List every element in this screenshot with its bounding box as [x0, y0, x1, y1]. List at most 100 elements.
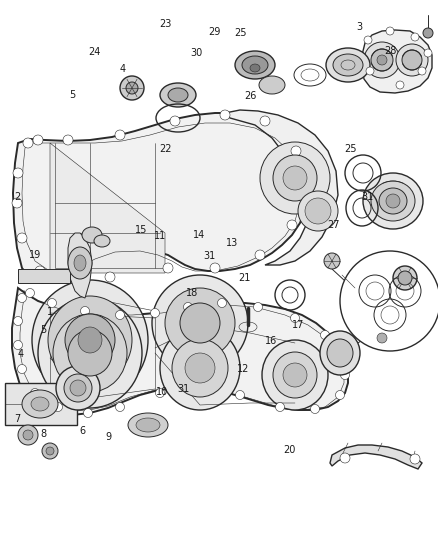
Circle shape: [396, 44, 428, 76]
Circle shape: [364, 42, 400, 78]
Ellipse shape: [53, 314, 127, 392]
Circle shape: [299, 183, 309, 193]
Circle shape: [14, 341, 22, 350]
Circle shape: [398, 271, 412, 285]
Circle shape: [423, 28, 433, 38]
Circle shape: [17, 233, 27, 243]
Circle shape: [163, 263, 173, 273]
Circle shape: [14, 317, 22, 326]
Text: 15: 15: [135, 225, 147, 235]
Ellipse shape: [283, 166, 307, 190]
Circle shape: [18, 425, 38, 445]
Ellipse shape: [259, 76, 285, 94]
Circle shape: [396, 81, 404, 89]
Text: 18: 18: [186, 288, 198, 298]
Circle shape: [63, 135, 73, 145]
Text: 2: 2: [14, 192, 21, 202]
Ellipse shape: [305, 198, 331, 224]
Text: 16: 16: [265, 336, 278, 346]
Circle shape: [255, 250, 265, 260]
Circle shape: [210, 263, 220, 273]
Circle shape: [18, 294, 27, 303]
Circle shape: [377, 333, 387, 343]
Circle shape: [340, 251, 438, 351]
Circle shape: [195, 384, 205, 392]
Circle shape: [291, 146, 301, 156]
Text: 31: 31: [203, 251, 215, 261]
Circle shape: [220, 110, 230, 120]
Ellipse shape: [68, 330, 112, 376]
Ellipse shape: [262, 340, 328, 410]
Circle shape: [254, 303, 262, 311]
Circle shape: [287, 220, 297, 230]
Ellipse shape: [273, 352, 317, 398]
Text: 3: 3: [356, 22, 362, 31]
Circle shape: [116, 311, 124, 319]
Ellipse shape: [363, 173, 423, 229]
Circle shape: [364, 36, 372, 44]
Circle shape: [42, 443, 58, 459]
Text: 8: 8: [41, 430, 47, 439]
Ellipse shape: [64, 374, 92, 402]
Polygon shape: [50, 143, 165, 273]
Ellipse shape: [242, 56, 268, 74]
Text: 17: 17: [292, 320, 304, 330]
Text: 23: 23: [159, 19, 172, 29]
Ellipse shape: [56, 366, 100, 410]
Text: 31: 31: [361, 192, 373, 202]
Text: 4: 4: [18, 350, 24, 359]
Circle shape: [276, 402, 285, 411]
Circle shape: [35, 266, 45, 276]
Circle shape: [23, 430, 33, 440]
Text: 1: 1: [47, 307, 53, 317]
Ellipse shape: [180, 303, 220, 343]
Circle shape: [155, 389, 165, 398]
Text: 7: 7: [14, 415, 21, 424]
Text: 6: 6: [79, 426, 85, 435]
Circle shape: [81, 306, 89, 316]
Circle shape: [105, 272, 115, 282]
Circle shape: [12, 198, 22, 208]
Text: 24: 24: [88, 47, 100, 57]
Ellipse shape: [165, 288, 235, 358]
Ellipse shape: [160, 326, 240, 410]
Circle shape: [115, 130, 125, 140]
Ellipse shape: [160, 83, 196, 107]
Ellipse shape: [38, 298, 142, 408]
Circle shape: [23, 138, 33, 148]
Circle shape: [311, 405, 319, 414]
Circle shape: [402, 50, 422, 70]
Circle shape: [366, 67, 374, 75]
Ellipse shape: [152, 275, 248, 371]
Circle shape: [84, 408, 92, 417]
Text: 12: 12: [237, 364, 249, 374]
Ellipse shape: [379, 188, 407, 214]
Ellipse shape: [74, 255, 86, 271]
Text: 21: 21: [238, 273, 251, 283]
Polygon shape: [68, 233, 92, 298]
Circle shape: [126, 82, 138, 94]
Ellipse shape: [32, 280, 148, 400]
Ellipse shape: [273, 155, 317, 201]
Ellipse shape: [48, 296, 132, 384]
Circle shape: [410, 454, 420, 464]
Circle shape: [418, 67, 426, 75]
Circle shape: [13, 168, 23, 178]
Circle shape: [170, 116, 180, 126]
Ellipse shape: [168, 88, 188, 102]
Circle shape: [377, 55, 387, 65]
Text: 25: 25: [234, 28, 246, 38]
Text: 29: 29: [208, 27, 221, 37]
Ellipse shape: [31, 397, 49, 411]
Circle shape: [116, 402, 124, 411]
Circle shape: [393, 266, 417, 290]
Polygon shape: [330, 445, 422, 469]
Circle shape: [184, 303, 192, 311]
Text: 5: 5: [69, 90, 75, 100]
Circle shape: [340, 453, 350, 463]
Circle shape: [151, 309, 159, 318]
Text: 13: 13: [226, 238, 238, 247]
Ellipse shape: [185, 353, 215, 383]
Ellipse shape: [70, 380, 86, 396]
FancyBboxPatch shape: [5, 383, 77, 425]
